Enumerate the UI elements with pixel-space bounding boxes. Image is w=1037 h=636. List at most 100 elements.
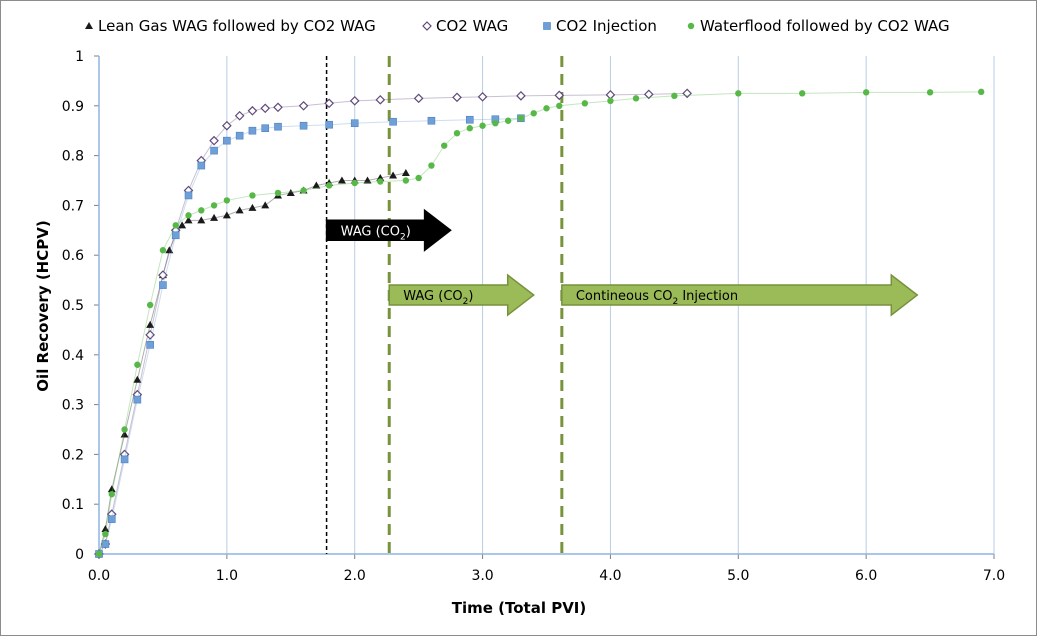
data-point — [682, 88, 692, 99]
data-point — [324, 98, 334, 109]
series-diamond — [94, 88, 692, 559]
data-point — [735, 90, 742, 97]
data-point — [260, 103, 271, 114]
data-point — [337, 176, 346, 184]
data-point — [235, 206, 244, 214]
data-point — [671, 92, 678, 100]
data-point — [145, 330, 155, 340]
data-point — [351, 179, 358, 187]
data-point — [479, 122, 486, 129]
series-trend-line — [98, 92, 688, 555]
data-point — [363, 176, 372, 184]
data-point — [210, 202, 218, 209]
data-point — [223, 197, 231, 204]
data-point — [375, 94, 386, 105]
data-point — [325, 182, 333, 189]
x-tick-label: 6.0 — [855, 568, 877, 584]
series-trend-line — [98, 91, 982, 555]
y-tick-label: 0.2 — [62, 447, 84, 463]
data-point — [146, 301, 154, 309]
data-point — [234, 110, 245, 121]
legend-label: Lean Gas WAG followed by CO2 WAG — [98, 17, 376, 35]
data-point — [389, 117, 397, 126]
data-point — [165, 246, 174, 254]
data-point — [413, 93, 424, 104]
y-tick-label: 0.9 — [62, 99, 84, 115]
y-tick-label: 0 — [75, 547, 84, 563]
phase-arrow — [388, 273, 535, 317]
data-point — [184, 191, 193, 200]
data-point — [349, 95, 360, 106]
data-point — [247, 105, 258, 116]
data-point — [504, 117, 512, 124]
data-point — [159, 281, 167, 289]
data-point — [171, 231, 180, 240]
phase-arrow — [561, 273, 919, 317]
x-tick-label: 7.0 — [983, 568, 1005, 584]
legend-label: CO2 WAG — [436, 17, 508, 35]
data-point — [632, 95, 640, 102]
data-point — [273, 102, 283, 113]
data-point — [158, 270, 168, 280]
y-tick-label: 0.3 — [62, 398, 84, 414]
data-point — [389, 171, 398, 179]
legend-marker — [543, 22, 551, 30]
data-point — [146, 320, 155, 328]
data-point — [299, 121, 308, 130]
data-point — [261, 124, 270, 133]
data-point — [415, 174, 422, 182]
data-point — [235, 131, 244, 140]
data-point — [325, 120, 333, 129]
y-tick-label: 0.8 — [62, 149, 84, 165]
data-point — [428, 162, 435, 169]
legend-entry: Lean Gas WAG followed by CO2 WAG — [85, 17, 376, 35]
y-axis-title: Oil Recovery (HCPV) — [34, 220, 52, 391]
data-point — [198, 207, 205, 214]
data-point — [926, 89, 934, 96]
phase-arrows: WAG (CO2) WAG (CO2) Contineous CO2 Injecti… — [325, 208, 919, 317]
phase-arrow — [325, 208, 452, 252]
data-point — [248, 203, 257, 211]
data-point — [134, 361, 141, 368]
data-point — [101, 540, 110, 548]
data-point — [441, 142, 448, 149]
legend-label: Waterflood followed by CO2 WAG — [700, 17, 950, 35]
data-point — [427, 116, 436, 125]
data-point — [556, 102, 563, 110]
y-tick-label: 0.7 — [62, 198, 84, 214]
data-point — [466, 125, 473, 132]
series-trend-line — [98, 117, 521, 555]
data-point — [300, 187, 307, 194]
legend-entry: CO2 WAG — [422, 17, 508, 35]
data-point — [107, 485, 116, 493]
legend-label: CO2 Injection — [556, 17, 657, 35]
data-point — [184, 216, 193, 224]
data-point — [274, 189, 282, 197]
data-point — [120, 430, 129, 438]
data-point — [102, 530, 109, 538]
phase-lines — [325, 56, 564, 554]
data-point — [298, 100, 309, 111]
x-axis-title: Time (Total PVI) — [452, 599, 587, 617]
legend: Lean Gas WAG followed by CO2 WAG CO2 WAG C… — [85, 17, 950, 35]
x-tick-label: 5.0 — [727, 568, 749, 584]
data-point — [286, 188, 295, 196]
data-point — [402, 177, 410, 184]
data-point — [146, 341, 154, 349]
data-point — [377, 178, 384, 185]
data-point — [607, 97, 614, 105]
data-point — [799, 90, 806, 97]
legend-entry: Waterflood followed by CO2 WAG — [687, 17, 950, 35]
legend-marker — [687, 22, 695, 30]
data-point — [95, 550, 103, 558]
axes: 0.0 1.0 2.0 3.0 4.0 5.0 6.0 7.0 0 0.1 0.2 0.3 0.4 0.5… — [62, 49, 1005, 584]
data-point — [185, 212, 192, 219]
y-tick-label: 0.6 — [62, 248, 84, 264]
data-point — [209, 135, 219, 146]
data-point — [554, 90, 565, 101]
phase-arrow-label: Contineous CO2 Injection — [576, 289, 738, 307]
data-point — [978, 88, 985, 96]
phase-arrow-label: WAG (CO2) — [341, 224, 411, 242]
